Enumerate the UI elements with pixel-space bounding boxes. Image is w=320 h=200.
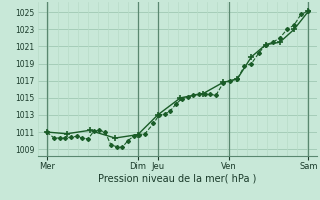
X-axis label: Pression niveau de la mer( hPa ): Pression niveau de la mer( hPa ) (99, 173, 257, 183)
